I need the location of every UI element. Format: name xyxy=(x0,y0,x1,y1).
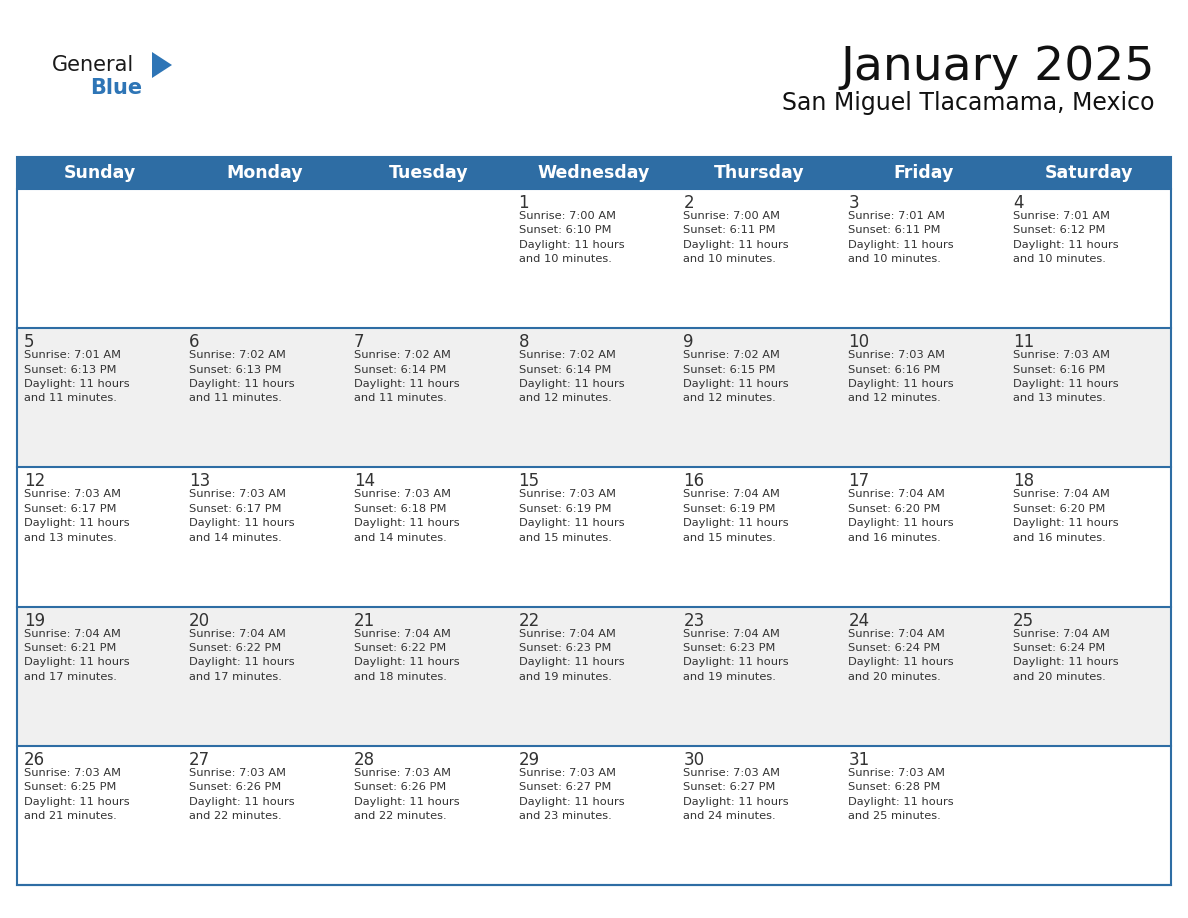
Bar xyxy=(17,157,1171,885)
Text: Sunrise: 7:01 AM
Sunset: 6:12 PM
Daylight: 11 hours
and 10 minutes.: Sunrise: 7:01 AM Sunset: 6:12 PM Dayligh… xyxy=(1013,211,1119,264)
Text: Sunrise: 7:03 AM
Sunset: 6:17 PM
Daylight: 11 hours
and 14 minutes.: Sunrise: 7:03 AM Sunset: 6:17 PM Dayligh… xyxy=(189,489,295,543)
Text: 16: 16 xyxy=(683,473,704,490)
Bar xyxy=(17,607,1171,745)
Text: Sunrise: 7:04 AM
Sunset: 6:21 PM
Daylight: 11 hours
and 17 minutes.: Sunrise: 7:04 AM Sunset: 6:21 PM Dayligh… xyxy=(24,629,129,682)
Text: Sunrise: 7:04 AM
Sunset: 6:22 PM
Daylight: 11 hours
and 18 minutes.: Sunrise: 7:04 AM Sunset: 6:22 PM Dayligh… xyxy=(354,629,460,682)
Text: 31: 31 xyxy=(848,751,870,768)
Text: Sunrise: 7:01 AM
Sunset: 6:13 PM
Daylight: 11 hours
and 11 minutes.: Sunrise: 7:01 AM Sunset: 6:13 PM Dayligh… xyxy=(24,350,129,403)
Text: General: General xyxy=(52,55,134,75)
Text: 25: 25 xyxy=(1013,611,1035,630)
Text: Sunrise: 7:03 AM
Sunset: 6:17 PM
Daylight: 11 hours
and 13 minutes.: Sunrise: 7:03 AM Sunset: 6:17 PM Dayligh… xyxy=(24,489,129,543)
Text: Sunrise: 7:03 AM
Sunset: 6:27 PM
Daylight: 11 hours
and 24 minutes.: Sunrise: 7:03 AM Sunset: 6:27 PM Dayligh… xyxy=(683,767,789,821)
Text: 20: 20 xyxy=(189,611,210,630)
Bar xyxy=(17,467,1171,607)
Text: Sunrise: 7:04 AM
Sunset: 6:23 PM
Daylight: 11 hours
and 19 minutes.: Sunrise: 7:04 AM Sunset: 6:23 PM Dayligh… xyxy=(683,629,789,682)
Text: Sunday: Sunday xyxy=(63,164,135,182)
Text: 29: 29 xyxy=(519,751,539,768)
Text: Sunrise: 7:03 AM
Sunset: 6:26 PM
Daylight: 11 hours
and 22 minutes.: Sunrise: 7:03 AM Sunset: 6:26 PM Dayligh… xyxy=(354,767,460,821)
Text: Sunrise: 7:04 AM
Sunset: 6:24 PM
Daylight: 11 hours
and 20 minutes.: Sunrise: 7:04 AM Sunset: 6:24 PM Dayligh… xyxy=(848,629,954,682)
Text: 27: 27 xyxy=(189,751,210,768)
Text: Sunrise: 7:00 AM
Sunset: 6:11 PM
Daylight: 11 hours
and 10 minutes.: Sunrise: 7:00 AM Sunset: 6:11 PM Dayligh… xyxy=(683,211,789,264)
Text: Sunrise: 7:02 AM
Sunset: 6:13 PM
Daylight: 11 hours
and 11 minutes.: Sunrise: 7:02 AM Sunset: 6:13 PM Dayligh… xyxy=(189,350,295,403)
Text: Sunrise: 7:02 AM
Sunset: 6:14 PM
Daylight: 11 hours
and 12 minutes.: Sunrise: 7:02 AM Sunset: 6:14 PM Dayligh… xyxy=(519,350,624,403)
Text: Sunrise: 7:04 AM
Sunset: 6:23 PM
Daylight: 11 hours
and 19 minutes.: Sunrise: 7:04 AM Sunset: 6:23 PM Dayligh… xyxy=(519,629,624,682)
Text: Sunrise: 7:03 AM
Sunset: 6:27 PM
Daylight: 11 hours
and 23 minutes.: Sunrise: 7:03 AM Sunset: 6:27 PM Dayligh… xyxy=(519,767,624,821)
Text: 10: 10 xyxy=(848,333,870,352)
Text: Sunrise: 7:02 AM
Sunset: 6:15 PM
Daylight: 11 hours
and 12 minutes.: Sunrise: 7:02 AM Sunset: 6:15 PM Dayligh… xyxy=(683,350,789,403)
Text: Sunrise: 7:03 AM
Sunset: 6:18 PM
Daylight: 11 hours
and 14 minutes.: Sunrise: 7:03 AM Sunset: 6:18 PM Dayligh… xyxy=(354,489,460,543)
Text: Sunrise: 7:04 AM
Sunset: 6:20 PM
Daylight: 11 hours
and 16 minutes.: Sunrise: 7:04 AM Sunset: 6:20 PM Dayligh… xyxy=(1013,489,1119,543)
Text: 21: 21 xyxy=(354,611,375,630)
Text: 24: 24 xyxy=(848,611,870,630)
Text: Friday: Friday xyxy=(893,164,954,182)
Text: 5: 5 xyxy=(24,333,34,352)
Text: 14: 14 xyxy=(354,473,375,490)
Text: 1: 1 xyxy=(519,194,529,212)
Text: Thursday: Thursday xyxy=(714,164,804,182)
Bar xyxy=(17,329,1171,467)
Text: Sunrise: 7:03 AM
Sunset: 6:16 PM
Daylight: 11 hours
and 12 minutes.: Sunrise: 7:03 AM Sunset: 6:16 PM Dayligh… xyxy=(848,350,954,403)
Text: Tuesday: Tuesday xyxy=(390,164,469,182)
Text: Sunrise: 7:01 AM
Sunset: 6:11 PM
Daylight: 11 hours
and 10 minutes.: Sunrise: 7:01 AM Sunset: 6:11 PM Dayligh… xyxy=(848,211,954,264)
Text: Wednesday: Wednesday xyxy=(538,164,650,182)
Text: Sunrise: 7:03 AM
Sunset: 6:19 PM
Daylight: 11 hours
and 15 minutes.: Sunrise: 7:03 AM Sunset: 6:19 PM Dayligh… xyxy=(519,489,624,543)
Text: 26: 26 xyxy=(24,751,45,768)
Text: 12: 12 xyxy=(24,473,45,490)
Text: Sunrise: 7:04 AM
Sunset: 6:20 PM
Daylight: 11 hours
and 16 minutes.: Sunrise: 7:04 AM Sunset: 6:20 PM Dayligh… xyxy=(848,489,954,543)
Text: Sunrise: 7:03 AM
Sunset: 6:28 PM
Daylight: 11 hours
and 25 minutes.: Sunrise: 7:03 AM Sunset: 6:28 PM Dayligh… xyxy=(848,767,954,821)
Text: 28: 28 xyxy=(354,751,375,768)
Text: January 2025: January 2025 xyxy=(840,46,1155,91)
Text: Blue: Blue xyxy=(90,78,143,98)
Text: 30: 30 xyxy=(683,751,704,768)
Text: 6: 6 xyxy=(189,333,200,352)
Text: 17: 17 xyxy=(848,473,870,490)
Text: 4: 4 xyxy=(1013,194,1024,212)
Text: 8: 8 xyxy=(519,333,529,352)
Bar xyxy=(17,189,1171,329)
Text: Sunrise: 7:04 AM
Sunset: 6:24 PM
Daylight: 11 hours
and 20 minutes.: Sunrise: 7:04 AM Sunset: 6:24 PM Dayligh… xyxy=(1013,629,1119,682)
Text: 2: 2 xyxy=(683,194,694,212)
Text: 19: 19 xyxy=(24,611,45,630)
Text: 3: 3 xyxy=(848,194,859,212)
Text: Sunrise: 7:03 AM
Sunset: 6:26 PM
Daylight: 11 hours
and 22 minutes.: Sunrise: 7:03 AM Sunset: 6:26 PM Dayligh… xyxy=(189,767,295,821)
Text: Sunrise: 7:04 AM
Sunset: 6:22 PM
Daylight: 11 hours
and 17 minutes.: Sunrise: 7:04 AM Sunset: 6:22 PM Dayligh… xyxy=(189,629,295,682)
Text: Sunrise: 7:03 AM
Sunset: 6:25 PM
Daylight: 11 hours
and 21 minutes.: Sunrise: 7:03 AM Sunset: 6:25 PM Dayligh… xyxy=(24,767,129,821)
Text: 15: 15 xyxy=(519,473,539,490)
Bar xyxy=(17,157,1171,189)
Text: Sunrise: 7:02 AM
Sunset: 6:14 PM
Daylight: 11 hours
and 11 minutes.: Sunrise: 7:02 AM Sunset: 6:14 PM Dayligh… xyxy=(354,350,460,403)
Text: Sunrise: 7:03 AM
Sunset: 6:16 PM
Daylight: 11 hours
and 13 minutes.: Sunrise: 7:03 AM Sunset: 6:16 PM Dayligh… xyxy=(1013,350,1119,403)
Text: 11: 11 xyxy=(1013,333,1035,352)
Text: Monday: Monday xyxy=(226,164,303,182)
Text: 23: 23 xyxy=(683,611,704,630)
Text: Sunrise: 7:04 AM
Sunset: 6:19 PM
Daylight: 11 hours
and 15 minutes.: Sunrise: 7:04 AM Sunset: 6:19 PM Dayligh… xyxy=(683,489,789,543)
Text: 13: 13 xyxy=(189,473,210,490)
Text: Sunrise: 7:00 AM
Sunset: 6:10 PM
Daylight: 11 hours
and 10 minutes.: Sunrise: 7:00 AM Sunset: 6:10 PM Dayligh… xyxy=(519,211,624,264)
Text: 9: 9 xyxy=(683,333,694,352)
Text: San Miguel Tlacamama, Mexico: San Miguel Tlacamama, Mexico xyxy=(783,91,1155,115)
Bar xyxy=(17,745,1171,885)
Text: 7: 7 xyxy=(354,333,365,352)
Polygon shape xyxy=(152,52,172,78)
Text: 22: 22 xyxy=(519,611,539,630)
Text: Saturday: Saturday xyxy=(1044,164,1133,182)
Text: 18: 18 xyxy=(1013,473,1035,490)
